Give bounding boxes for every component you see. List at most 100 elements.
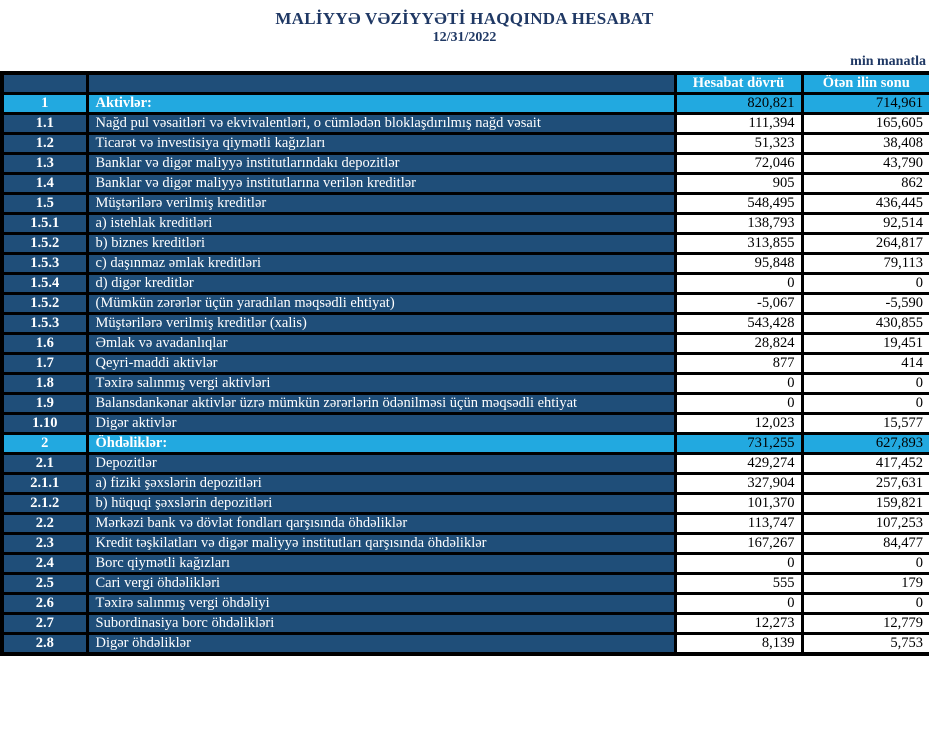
table-row: 2.3 Kredit təşkilatları və digər maliyyə…	[0, 532, 929, 555]
row-label-cell: d) digər kreditlər	[85, 272, 677, 295]
table-row: 1 Aktivlər: 820,821 714,961	[0, 92, 929, 115]
previous-value-cell: 15,577	[800, 412, 929, 435]
current-value-cell: 543,428	[673, 312, 804, 335]
table-row: 1.7 Qeyri-maddi aktivlər 877 414	[0, 352, 929, 375]
row-number-cell: 1	[0, 92, 89, 115]
table-row: 1.9 Balansdankənar aktivlər üzrə mümkün …	[0, 392, 929, 415]
current-value-cell: 429,274	[673, 452, 804, 475]
header-label-cell	[85, 71, 677, 95]
previous-value-cell: 12,779	[800, 612, 929, 635]
previous-value-cell: 159,821	[800, 492, 929, 515]
table-row: 2.7 Subordinasiya borc öhdəlikləri 12,27…	[0, 612, 929, 635]
row-label-cell: a) istehlak kreditləri	[85, 212, 677, 235]
row-label-cell: Digər öhdəliklər	[85, 632, 677, 656]
current-value-cell: 0	[673, 552, 804, 575]
row-number-cell: 2.7	[0, 612, 89, 635]
table-row: 1.5.3 Müştərilərə verilmiş kreditlər (xa…	[0, 312, 929, 335]
previous-value-cell: 0	[800, 272, 929, 295]
current-value-cell: 111,394	[673, 112, 804, 135]
table-row: 1.5 Müştərilərə verilmiş kreditlər 548,4…	[0, 192, 929, 215]
row-label-cell: Müştərilərə verilmiş kreditlər (xalis)	[85, 312, 677, 335]
row-label-cell: Banklar və digər maliyyə institutlarına …	[85, 172, 677, 195]
previous-value-cell: 38,408	[800, 132, 929, 155]
row-number-cell: 1.5.3	[0, 312, 89, 335]
row-number-cell: 2.8	[0, 632, 89, 656]
row-label-cell: Öhdəliklər:	[85, 432, 677, 455]
table-row: 1.5.1 a) istehlak kreditləri 138,793 92,…	[0, 212, 929, 235]
row-label-cell: b) hüquqi şəxslərin depozitləri	[85, 492, 677, 515]
report-date: 12/31/2022	[432, 30, 497, 45]
table-row: 1.2 Ticarət və investisiya qiymətli kağı…	[0, 132, 929, 155]
row-number-cell: 1.2	[0, 132, 89, 155]
row-number-cell: 2	[0, 432, 89, 455]
row-number-cell: 1.5.4	[0, 272, 89, 295]
table-row: 1.5.2 b) biznes kreditləri 313,855 264,8…	[0, 232, 929, 255]
previous-value-cell: 414	[800, 352, 929, 375]
header-number-cell	[0, 71, 89, 95]
previous-value-cell: 107,253	[800, 512, 929, 535]
row-number-cell: 1.5.1	[0, 212, 89, 235]
current-value-cell: -5,067	[673, 292, 804, 315]
row-label-cell: c) daşınmaz əmlak kreditləri	[85, 252, 677, 275]
current-value-cell: 113,747	[673, 512, 804, 535]
row-label-cell: Mərkəzi bank və dövlət fondları qarşısın…	[85, 512, 677, 535]
column-header-current-period: Hesabat dövrü	[673, 71, 804, 95]
previous-value-cell: 0	[800, 552, 929, 575]
current-value-cell: 548,495	[673, 192, 804, 215]
table-row: 2.5 Cari vergi öhdəlikləri 555 179	[0, 572, 929, 595]
row-number-cell: 1.6	[0, 332, 89, 355]
current-value-cell: 101,370	[673, 492, 804, 515]
financial-statement-table: Hesabat dövrü Ötən ilin sonu 1 Aktivlər:…	[0, 71, 929, 656]
row-number-cell: 2.5	[0, 572, 89, 595]
row-label-cell: Əmlak və avadanlıqlar	[85, 332, 677, 355]
previous-value-cell: 430,855	[800, 312, 929, 335]
current-value-cell: 167,267	[673, 532, 804, 555]
table-row: 1.10 Digər aktivlər 12,023 15,577	[0, 412, 929, 435]
row-label-cell: Banklar və digər maliyyə institutlarında…	[85, 152, 677, 175]
table-row: 1.3 Banklar və digər maliyyə institutlar…	[0, 152, 929, 175]
row-label-cell: Ticarət və investisiya qiymətli kağızlar…	[85, 132, 677, 155]
table-row: 2.1 Depozitlər 429,274 417,452	[0, 452, 929, 475]
previous-value-cell: 436,445	[800, 192, 929, 215]
current-value-cell: 12,273	[673, 612, 804, 635]
row-label-cell: Nağd pul vəsaitləri və ekvivalentləri, o…	[85, 112, 677, 135]
row-number-cell: 1.5.2	[0, 292, 89, 315]
row-label-cell: Balansdankənar aktivlər üzrə mümkün zərə…	[85, 392, 677, 415]
row-number-cell: 1.4	[0, 172, 89, 195]
row-number-cell: 1.8	[0, 372, 89, 395]
current-value-cell: 0	[673, 372, 804, 395]
previous-value-cell: -5,590	[800, 292, 929, 315]
row-number-cell: 2.2	[0, 512, 89, 535]
current-value-cell: 51,323	[673, 132, 804, 155]
previous-value-cell: 264,817	[800, 232, 929, 255]
current-value-cell: 72,046	[673, 152, 804, 175]
previous-value-cell: 0	[800, 392, 929, 415]
table-row: 2.8 Digər öhdəliklər 8,139 5,753	[0, 632, 929, 656]
current-value-cell: 0	[673, 392, 804, 415]
row-label-cell: Kredit təşkilatları və digər maliyyə ins…	[85, 532, 677, 555]
row-label-cell: Digər aktivlər	[85, 412, 677, 435]
current-value-cell: 555	[673, 572, 804, 595]
previous-value-cell: 417,452	[800, 452, 929, 475]
table-header-row: Hesabat dövrü Ötən ilin sonu	[0, 71, 929, 95]
previous-value-cell: 714,961	[800, 92, 929, 115]
row-label-cell: Depozitlər	[85, 452, 677, 475]
row-label-cell: Borc qiymətli kağızları	[85, 552, 677, 575]
row-number-cell: 1.10	[0, 412, 89, 435]
row-label-cell: (Mümkün zərərlər üçün yaradılan məqsədli…	[85, 292, 677, 315]
current-value-cell: 28,824	[673, 332, 804, 355]
current-value-cell: 820,821	[673, 92, 804, 115]
previous-value-cell: 79,113	[800, 252, 929, 275]
current-value-cell: 905	[673, 172, 804, 195]
table-body: Hesabat dövrü Ötən ilin sonu 1 Aktivlər:…	[0, 71, 929, 656]
row-number-cell: 2.4	[0, 552, 89, 575]
report-title: MALİYYƏ VƏZİYYƏTİ HAQQINDA HESABAT	[275, 9, 654, 28]
previous-value-cell: 627,893	[800, 432, 929, 455]
row-label-cell: Müştərilərə verilmiş kreditlər	[85, 192, 677, 215]
row-label-cell: Təxirə salınmış vergi öhdəliyi	[85, 592, 677, 615]
previous-value-cell: 165,605	[800, 112, 929, 135]
previous-value-cell: 862	[800, 172, 929, 195]
previous-value-cell: 92,514	[800, 212, 929, 235]
previous-value-cell: 257,631	[800, 472, 929, 495]
